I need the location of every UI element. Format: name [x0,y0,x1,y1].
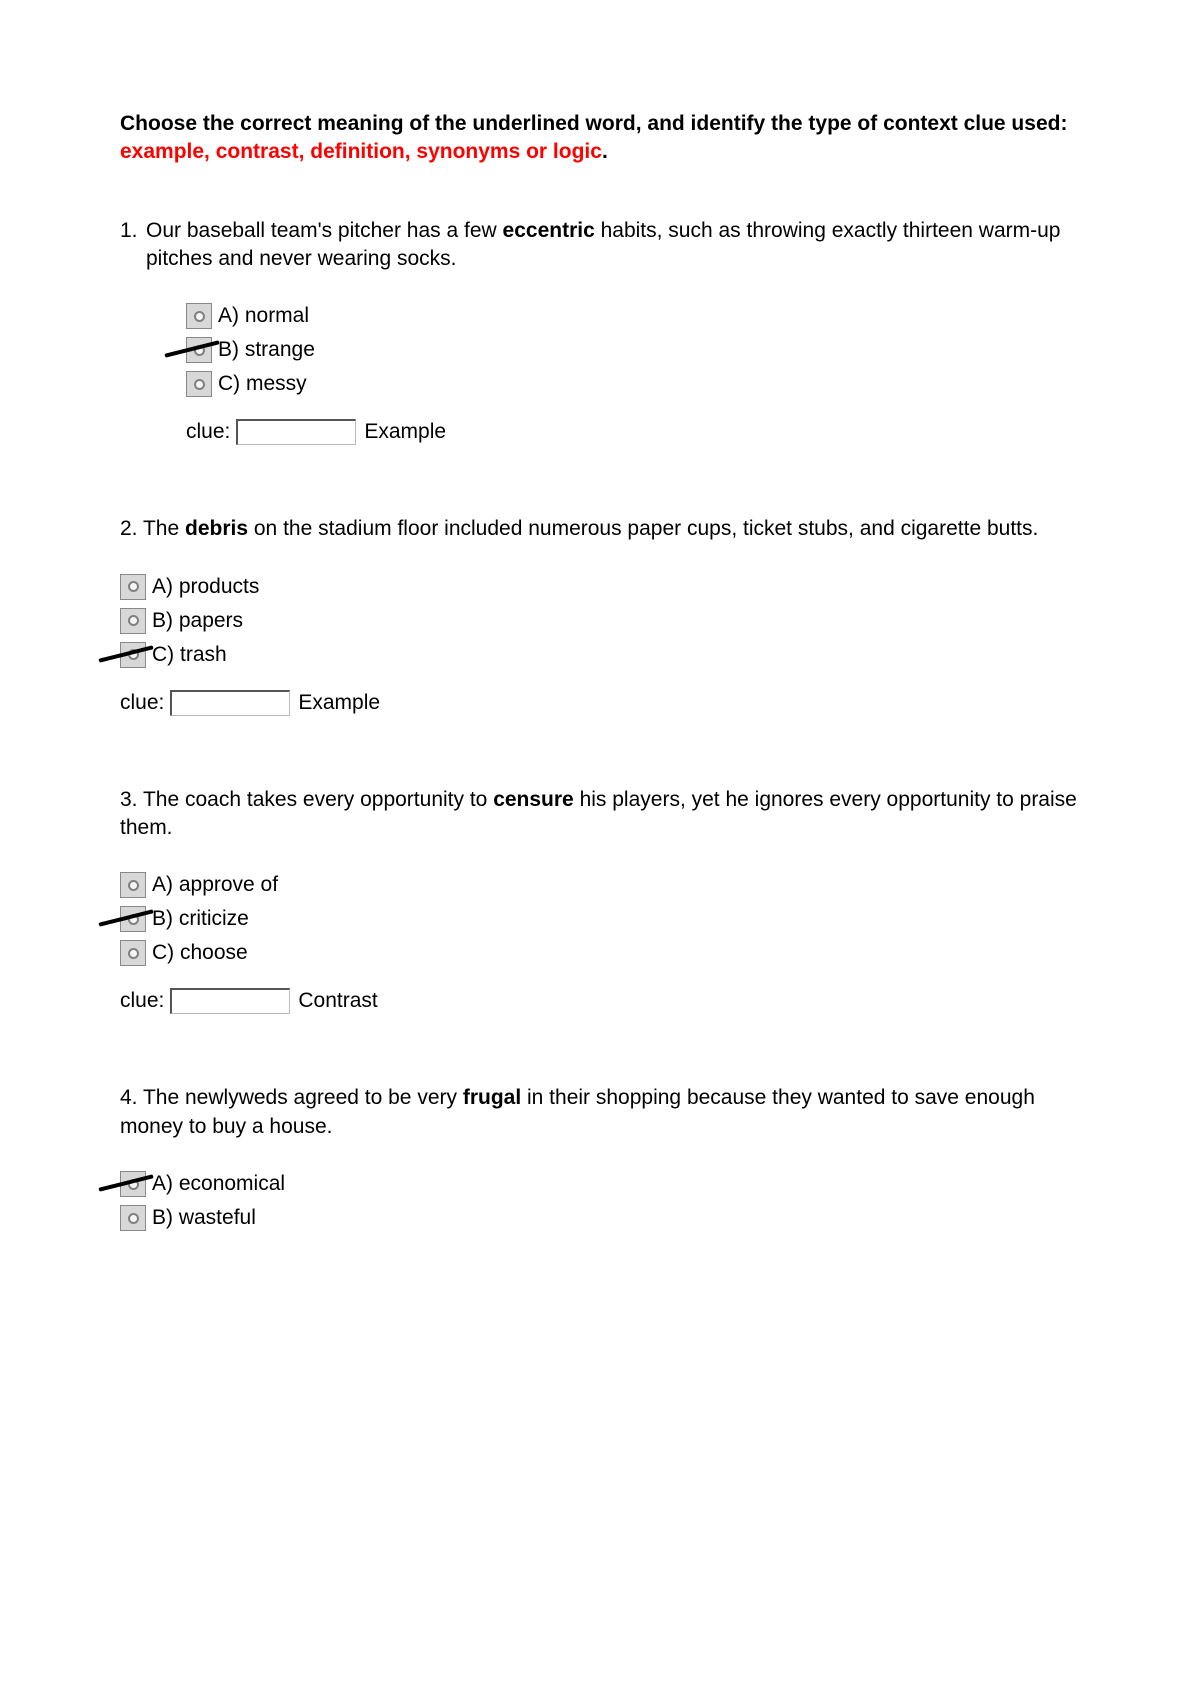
option-4a-label: A) economical [152,1172,285,1196]
option-2c: C) trash [120,640,1080,670]
question-4-bold: frugal [463,1086,521,1109]
question-2-text: 2. The debris on the stadium floor inclu… [120,515,1080,543]
question-2-number: 2. [120,517,138,540]
radio-1a[interactable] [186,303,212,329]
clue-row-1: clue: Example [186,419,1080,445]
question-3-before: The coach takes every opportunity to [143,788,493,811]
clue-types: example, contrast, definition, synonyms … [120,140,602,163]
clue-input-3[interactable] [170,988,290,1014]
question-3-options: A) approve of B) criticize C) choose [120,870,1080,968]
instructions-period: . [602,140,608,163]
question-1-number: 1. [120,217,146,245]
question-2-options: A) products B) papers C) trash [120,572,1080,670]
question-3-number: 3. [120,788,138,811]
question-3: 3. The coach takes every opportunity to … [120,786,1080,1015]
question-2: 2. The debris on the stadium floor inclu… [120,515,1080,715]
clue-answer-2: Example [298,691,380,715]
clue-row-3: clue: Contrast [120,988,1080,1014]
question-4-options: A) economical B) wasteful [120,1169,1080,1233]
option-4b-label: B) wasteful [152,1206,256,1230]
option-4b: B) wasteful [120,1203,1080,1233]
radio-circle-icon [194,311,205,322]
question-2-bold: debris [185,517,248,540]
question-4-number: 4. [120,1086,138,1109]
option-2b-label: B) papers [152,609,243,633]
option-3a-label: A) approve of [152,873,278,897]
question-1-text: 1.Our baseball team's pitcher has a few … [120,217,1080,274]
radio-circle-icon [128,615,139,626]
option-4a: A) economical [120,1169,1080,1199]
option-2c-label: C) trash [152,643,227,667]
option-3c-label: C) choose [152,941,248,965]
option-1a-label: A) normal [218,304,309,328]
instructions-text: Choose the correct meaning of the underl… [120,112,1067,135]
question-3-text: 3. The coach takes every opportunity to … [120,786,1080,843]
question-2-after: on the stadium floor included numerous p… [248,517,1038,540]
worksheet-page: Choose the correct meaning of the underl… [0,0,1200,1698]
radio-circle-icon [128,581,139,592]
radio-1c[interactable] [186,371,212,397]
clue-label-2: clue: [120,691,164,715]
radio-circle-icon [128,948,139,959]
clue-label-3: clue: [120,989,164,1013]
radio-2a[interactable] [120,574,146,600]
option-1c: C) messy [186,369,1080,399]
option-3a: A) approve of [120,870,1080,900]
instructions: Choose the correct meaning of the underl… [120,110,1080,167]
option-2a: A) products [120,572,1080,602]
question-2-before: The [143,517,185,540]
radio-2b[interactable] [120,608,146,634]
clue-input-2[interactable] [170,690,290,716]
radio-circle-icon [128,1213,139,1224]
option-1b: B) strange [186,335,1080,365]
option-3b-label: B) criticize [152,907,249,931]
option-3c: C) choose [120,938,1080,968]
question-1-before: Our baseball team's pitcher has a few [146,219,503,242]
option-3b: B) criticize [120,904,1080,934]
option-2a-label: A) products [152,575,259,599]
clue-answer-3: Contrast [298,989,377,1013]
radio-circle-icon [128,880,139,891]
question-1-bold: eccentric [503,219,595,242]
option-2b: B) papers [120,606,1080,636]
radio-3c[interactable] [120,940,146,966]
question-4: 4. The newlyweds agreed to be very fruga… [120,1084,1080,1233]
radio-circle-icon [194,379,205,390]
clue-answer-1: Example [364,420,446,444]
clue-row-2: clue: Example [120,690,1080,716]
question-3-bold: censure [493,788,574,811]
radio-3a[interactable] [120,872,146,898]
option-1a: A) normal [186,301,1080,331]
question-4-text: 4. The newlyweds agreed to be very fruga… [120,1084,1080,1141]
option-1c-label: C) messy [218,372,307,396]
question-1-options: A) normal B) strange C) messy [186,301,1080,399]
clue-label-1: clue: [186,420,230,444]
option-1b-label: B) strange [218,338,315,362]
question-4-before: The newlyweds agreed to be very [143,1086,463,1109]
question-1: 1.Our baseball team's pitcher has a few … [120,217,1080,446]
clue-input-1[interactable] [236,419,356,445]
radio-4b[interactable] [120,1205,146,1231]
